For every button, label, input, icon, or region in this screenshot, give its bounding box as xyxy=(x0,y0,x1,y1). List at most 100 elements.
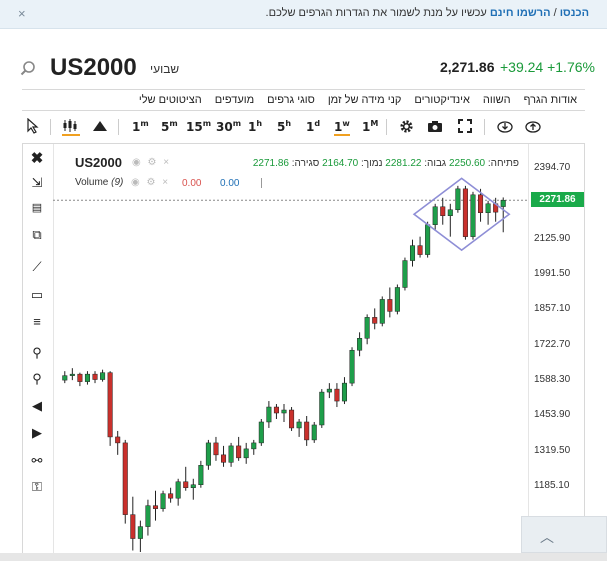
candle-body xyxy=(447,209,453,216)
candle-body xyxy=(349,349,355,384)
toolbar-divider xyxy=(386,119,387,135)
menu-my-quotes[interactable]: הציטוטים שלי xyxy=(138,94,202,106)
axis-tick: 2125.90 xyxy=(534,233,571,244)
menu-chart-types[interactable]: סוגי גרפים xyxy=(267,94,315,106)
timeframe-30m[interactable]: 30m xyxy=(216,119,242,134)
zoom-out-icon[interactable]: ⚲ xyxy=(32,371,42,386)
mountain-icon[interactable] xyxy=(92,119,108,132)
candle-body xyxy=(160,493,166,509)
menu-about-chart[interactable]: אודות הגרף xyxy=(523,94,577,106)
notice-text: הכנסו / הרשמו חינם עכשיו על מנת לשמור את… xyxy=(266,7,589,19)
candle-body xyxy=(387,299,393,312)
timeframe-1m[interactable]: 1m xyxy=(132,119,149,134)
timeframe-5h[interactable]: 5h xyxy=(277,119,292,134)
volume-legend: Volume (9) xyxy=(75,177,124,188)
lock-icon[interactable]: ⚿ xyxy=(32,479,42,494)
candle-body xyxy=(485,203,491,213)
candle-body xyxy=(296,421,302,429)
menu-compare[interactable]: השווה xyxy=(482,94,511,106)
candle-body xyxy=(115,436,121,444)
register-link[interactable]: הרשמו חינם xyxy=(489,7,551,19)
candle-body xyxy=(251,442,257,450)
candle-body xyxy=(107,372,113,438)
timeframe-1M[interactable]: 1M xyxy=(362,119,379,134)
crosshair-icon[interactable]: ✖ xyxy=(30,150,44,167)
menu-indicators[interactable]: אינדיקטורים xyxy=(414,94,470,106)
axis-tick: 1453.90 xyxy=(534,409,571,420)
drawing-tools-icon[interactable]: ▤ xyxy=(31,202,43,214)
notice-message: עכשיו על מנת לשמור את הגדרות הגרפים שלכם… xyxy=(265,7,490,19)
fibonacci-icon[interactable]: ≡ xyxy=(33,314,41,329)
search-icon[interactable] xyxy=(20,60,36,76)
axis-tick: 2394.70 xyxy=(534,162,571,173)
axis-tick: 1185.10 xyxy=(534,480,570,491)
candle-body xyxy=(243,448,249,459)
candle-body xyxy=(221,454,227,463)
gear-icon[interactable] xyxy=(399,119,414,134)
candle-body xyxy=(326,388,332,393)
candle-body xyxy=(183,481,189,488)
candle-body xyxy=(152,505,159,509)
trendline-icon[interactable]: ⟋ xyxy=(32,259,42,274)
axis-tick: 1588.30 xyxy=(534,374,571,385)
symbol-name: US2000 xyxy=(50,54,137,81)
fullscreen-icon[interactable] xyxy=(458,119,472,133)
candle-body xyxy=(175,481,181,499)
price-axis[interactable] xyxy=(528,144,585,554)
candle-body xyxy=(190,484,196,488)
candle-body xyxy=(69,373,75,376)
timeframe-1w[interactable]: 1w xyxy=(334,119,350,136)
timeframe-1h[interactable]: 1h xyxy=(248,119,263,134)
candle-body xyxy=(440,206,446,216)
chart-menu: אודות הגרף השווה אינדיקטורים קני מידה של… xyxy=(22,89,585,111)
candle-body xyxy=(266,406,272,423)
cursor-icon[interactable] xyxy=(27,118,39,134)
upload-icon[interactable] xyxy=(525,119,541,133)
instrument-header: US2000 שבועי 2,271.86 +39.24 +1.76% xyxy=(0,50,607,84)
candle-body xyxy=(304,421,310,441)
axis-tick: 1722.70 xyxy=(534,339,571,350)
rectangle-icon[interactable]: ▭ xyxy=(30,287,44,302)
menu-favorites[interactable]: מועדפים xyxy=(214,94,255,106)
candle-body xyxy=(341,382,347,402)
chart-toolbar: 1m 5m 15m 30m 1h 5h 1d 1w 1M xyxy=(22,115,585,141)
candle-body xyxy=(425,224,431,255)
last-price: 2,271.86 xyxy=(440,59,495,75)
close-icon[interactable]: × xyxy=(18,6,26,21)
drawing-toolbar: ✖ ⇲ ▤ ⧉ ⟋ ▭ ≡ ⚲ ⚲ ◀ ▶ ⚯ ⚿ xyxy=(23,144,54,554)
candle-body xyxy=(100,372,106,380)
candlestick-icon[interactable] xyxy=(62,118,80,136)
candlestick-chart[interactable] xyxy=(53,144,527,552)
candle-body xyxy=(394,287,400,312)
arrow-right-icon[interactable]: ▶ xyxy=(32,425,42,440)
timeframe-1d[interactable]: 1d xyxy=(306,119,321,134)
camera-icon[interactable] xyxy=(427,120,443,133)
legend-symbol: US2000 xyxy=(75,155,122,170)
candle-body xyxy=(455,188,461,211)
candle-body xyxy=(84,373,90,382)
candle-body xyxy=(168,493,174,499)
arrow-left-icon[interactable]: ◀ xyxy=(32,398,42,413)
menu-time-scales[interactable]: קני מידה של זמן xyxy=(327,94,402,106)
axis-tick: 1857.10 xyxy=(534,303,571,314)
cursor-tool-icon[interactable]: ⇲ xyxy=(31,175,43,190)
login-link[interactable]: הכנסו xyxy=(559,7,589,19)
timeframe-15m[interactable]: 15m xyxy=(186,119,212,134)
magnet-icon[interactable]: ⚯ xyxy=(31,453,43,468)
candle-body xyxy=(478,194,484,213)
diamond-pattern xyxy=(412,177,511,252)
scroll-top-button[interactable]: ︿ xyxy=(521,516,607,553)
volume-legend-icons[interactable]: ◉ ⚙ × xyxy=(131,177,171,188)
axis-tick: 1319.50 xyxy=(534,445,571,456)
toolbar-divider xyxy=(118,119,119,135)
download-icon[interactable] xyxy=(497,119,513,133)
clone-icon[interactable]: ⧉ xyxy=(32,227,42,242)
bottom-scrollbar[interactable] xyxy=(0,553,607,561)
zoom-in-icon[interactable]: ⚲ xyxy=(32,345,42,360)
legend-icons[interactable]: ◉ ⚙ × xyxy=(132,157,172,168)
chevron-up-icon: ︿ xyxy=(540,529,554,545)
toolbar-divider xyxy=(484,119,485,135)
candle-body xyxy=(402,260,408,288)
candle-body xyxy=(137,526,143,539)
timeframe-5m[interactable]: 5m xyxy=(161,119,178,134)
